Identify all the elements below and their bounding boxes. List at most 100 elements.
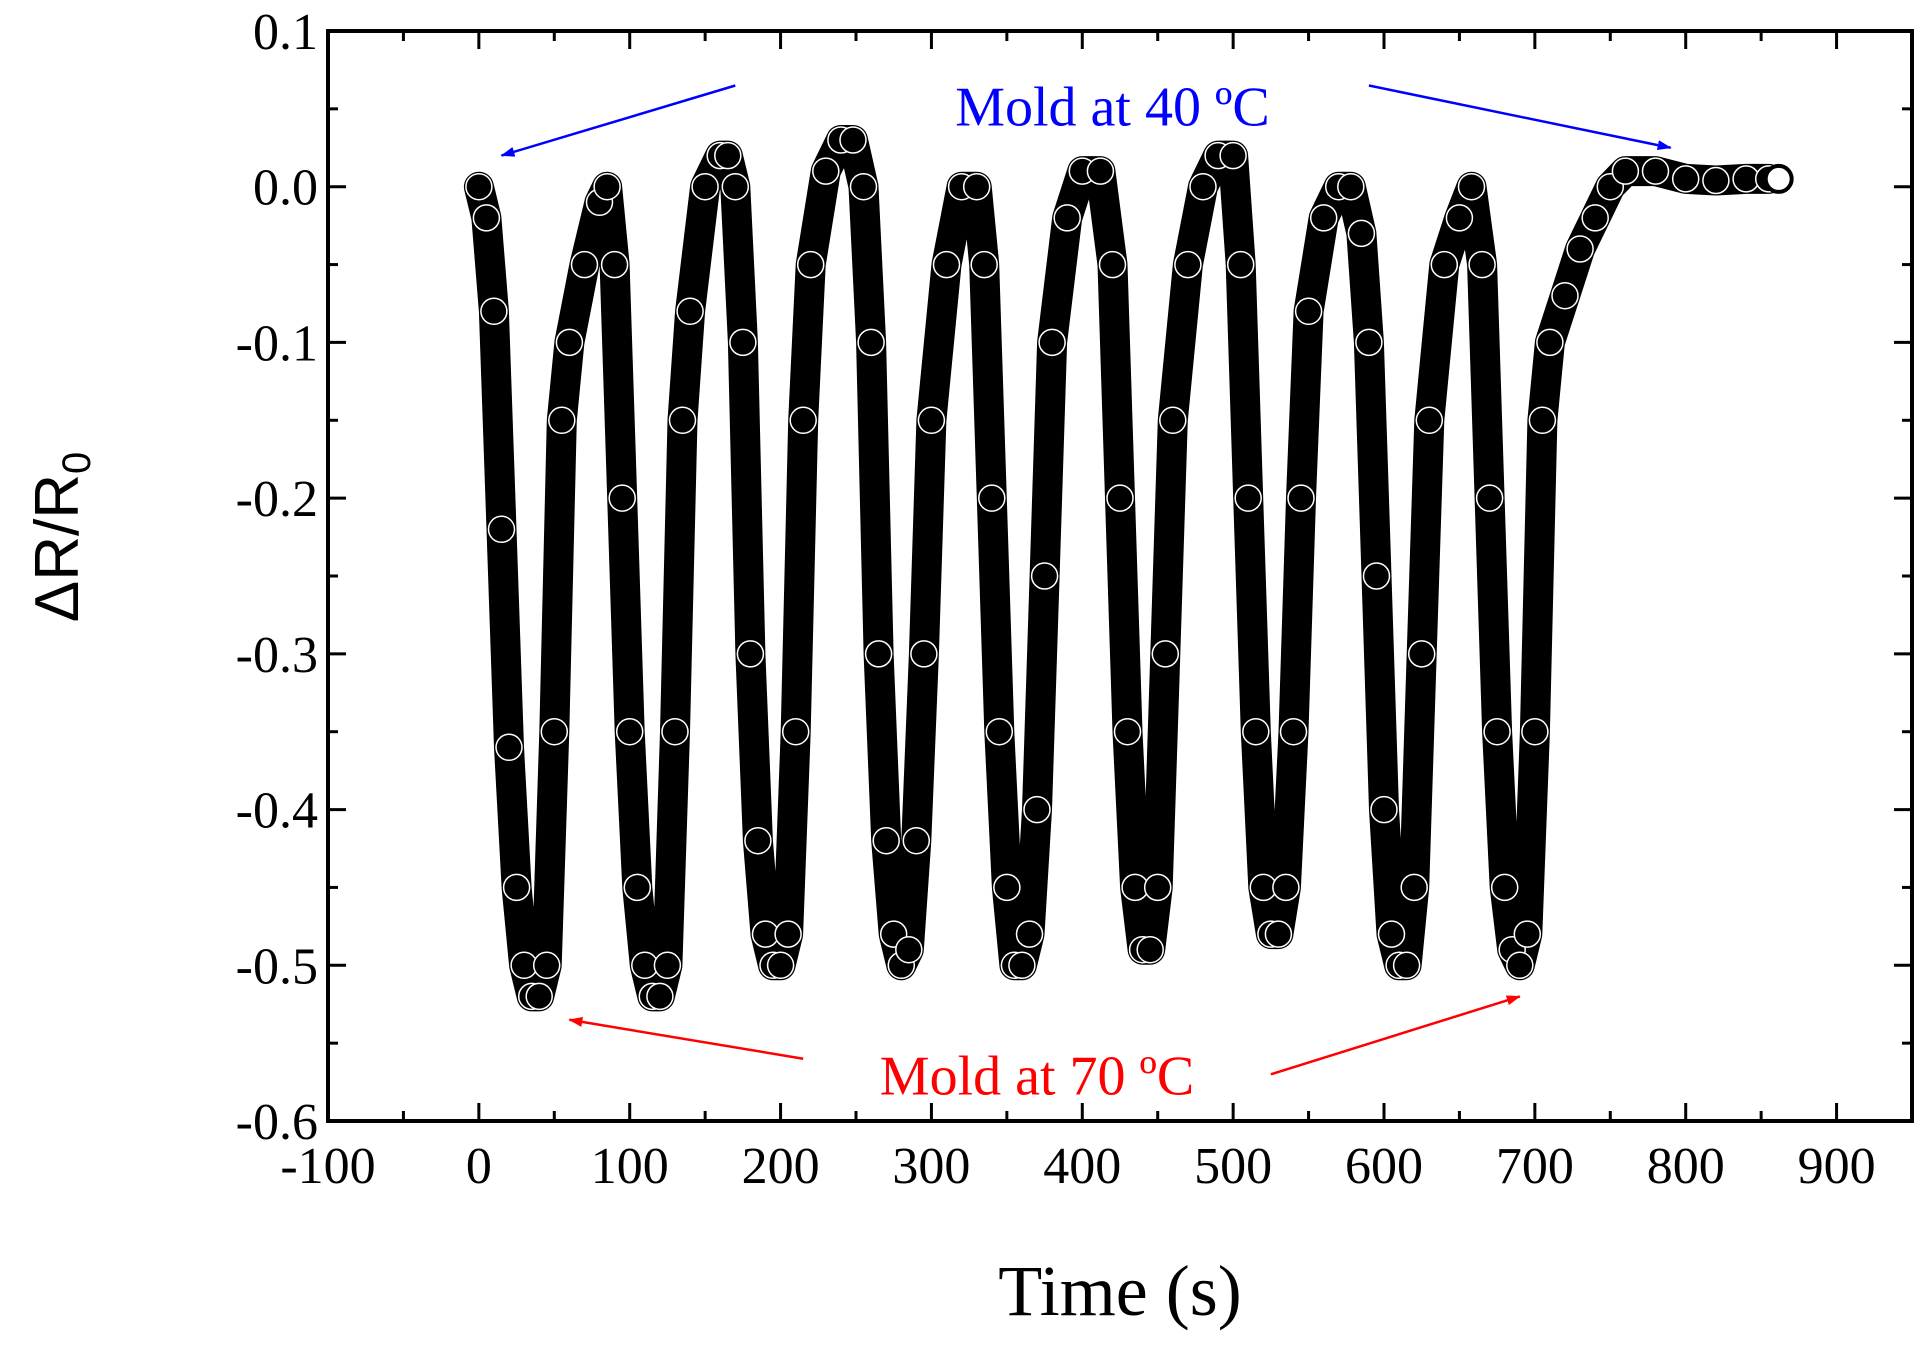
- data-point: [623, 873, 652, 902]
- data-point: [744, 826, 772, 855]
- data-point: [555, 328, 584, 357]
- data-point: [902, 826, 931, 855]
- data-point: [774, 920, 802, 948]
- y-tick-label: -0.4: [236, 783, 318, 840]
- data-point: [1671, 165, 1700, 193]
- data-point: [1483, 717, 1511, 746]
- data-point: [532, 951, 561, 980]
- y-tick-label: -0.5: [236, 938, 318, 995]
- y-tick-label: -0.1: [236, 315, 318, 372]
- data-point: [1337, 172, 1365, 201]
- data-point: [570, 250, 599, 279]
- data-point: [1521, 717, 1549, 746]
- data-point: [864, 640, 893, 668]
- x-tick-label: 300: [892, 1138, 970, 1195]
- data-point: [1287, 484, 1315, 512]
- data-point: [661, 717, 689, 746]
- data-point: [548, 406, 576, 435]
- data-point: [993, 873, 1021, 902]
- data-point: [1641, 157, 1670, 185]
- data-point: [1151, 640, 1180, 668]
- x-tick-label: 900: [1798, 1138, 1876, 1195]
- data-point: [1581, 204, 1609, 232]
- data-point: [615, 717, 644, 746]
- data-point: [849, 172, 878, 201]
- data-point: [1551, 281, 1579, 310]
- tick-labels: -100 0 100 200 300 400 500 600 700 800 900 0.1 0.0 -0…: [236, 4, 1876, 1195]
- data-point: [1347, 219, 1376, 248]
- data-point: [970, 250, 998, 279]
- axis-ticks: [326, 29, 1914, 1123]
- data-point-last: [1763, 163, 1794, 194]
- annotation-arrow: [568, 1016, 804, 1060]
- data-point: [812, 157, 840, 185]
- x-tick-label: 100: [591, 1138, 669, 1195]
- y-axis-title-main: ΔR/R: [23, 474, 92, 622]
- data-point: [1400, 873, 1428, 902]
- data-point: [796, 250, 825, 279]
- x-tick-label: 700: [1496, 1138, 1574, 1195]
- data-point: [839, 126, 867, 154]
- data-point: [691, 172, 719, 201]
- data-point: [1355, 328, 1383, 357]
- data-point: [600, 250, 629, 279]
- data-point: [1457, 172, 1486, 201]
- data-point: [525, 982, 553, 1011]
- data-point: [1528, 406, 1557, 435]
- data-point: [895, 935, 923, 964]
- data-point: [1015, 920, 1044, 948]
- data-point: [1407, 640, 1436, 668]
- data-point: [676, 297, 704, 326]
- data-point: [1038, 328, 1066, 357]
- data-point: [932, 250, 961, 279]
- data-point: [736, 640, 765, 668]
- data-point: [1468, 250, 1496, 279]
- data-point: [1362, 562, 1391, 590]
- data-point: [1392, 951, 1421, 980]
- y-tick-label: 0.0: [253, 160, 318, 217]
- data-point: [1234, 484, 1262, 512]
- data-point: [495, 733, 523, 762]
- data-point: [668, 406, 697, 435]
- x-tick-label: -100: [280, 1138, 375, 1195]
- data-point: [1086, 157, 1115, 185]
- data-point: [465, 172, 493, 201]
- y-tick-label: -0.2: [236, 471, 318, 528]
- data-point: [1272, 873, 1300, 902]
- data-point: [781, 717, 810, 746]
- data-point: [978, 484, 1006, 512]
- data-point: [721, 172, 750, 201]
- y-tick-label: 0.1: [253, 4, 318, 61]
- x-tick-label: 0: [466, 1138, 492, 1195]
- x-tick-label: 500: [1194, 1138, 1272, 1195]
- data-point: [1098, 250, 1127, 279]
- data-point: [714, 141, 742, 170]
- data-point: [1030, 562, 1059, 590]
- data-point: [1370, 795, 1398, 824]
- x-axis-title: Time (s): [998, 1251, 1241, 1331]
- data-point: [1136, 935, 1164, 964]
- data-point: [1513, 920, 1542, 948]
- data-point: [540, 717, 569, 746]
- data-point: [653, 951, 682, 980]
- x-tick-label: 400: [1043, 1138, 1121, 1195]
- data-point: [1113, 717, 1142, 746]
- data-point: [1445, 204, 1474, 232]
- data-point: [1430, 250, 1459, 279]
- data-point: [1475, 484, 1504, 512]
- data-point: [729, 328, 757, 357]
- data-point: [502, 873, 531, 902]
- x-tick-label: 600: [1345, 1138, 1423, 1195]
- data-point: [646, 982, 674, 1011]
- y-axis-title-sub: 0: [55, 452, 99, 474]
- data-point: [1219, 141, 1247, 170]
- annotation-arrow: [500, 84, 736, 157]
- data-point: [1490, 873, 1519, 902]
- data-point: [472, 204, 501, 232]
- annotation-label: Mold at 70 ºC: [880, 1045, 1194, 1107]
- data-point: [910, 640, 938, 668]
- data-point: [1226, 250, 1255, 279]
- data-point: [766, 951, 795, 980]
- data-point: [857, 328, 885, 357]
